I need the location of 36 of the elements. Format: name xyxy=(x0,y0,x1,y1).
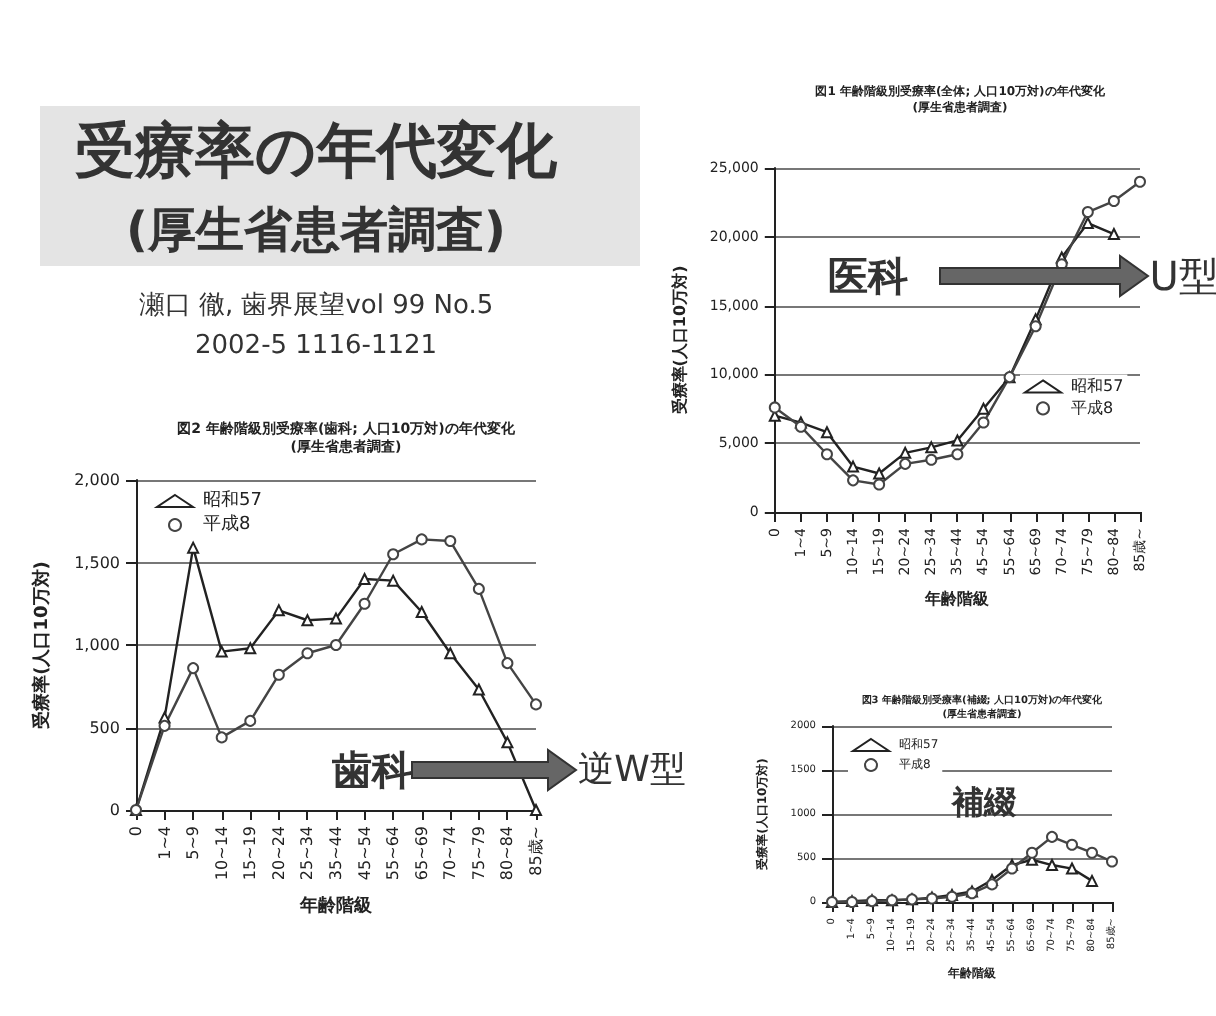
text: (厚生省患者調査) xyxy=(126,202,506,258)
legend-label: 平成8 xyxy=(203,513,251,535)
legend-label: 昭和57 xyxy=(203,489,262,511)
y-tick-label: 500 xyxy=(89,718,120,737)
x-tick-label: 15~19 xyxy=(241,826,260,881)
x-tick-label: 5~9 xyxy=(184,826,203,860)
x-tick-label: 25~34 xyxy=(298,826,317,881)
text: 受療率の年代変化 xyxy=(75,117,559,187)
text: 逆W型 xyxy=(578,749,686,791)
x-axis-title: 年齢階級 xyxy=(923,590,992,609)
y-axis-title: 受療率(人口10万対) xyxy=(31,561,54,731)
annotation: 医科 xyxy=(828,252,908,300)
annotation: 補綴 xyxy=(950,783,1018,821)
y-tick-label: 1,500 xyxy=(74,553,120,572)
x-tick-label: 80~84 xyxy=(498,826,517,881)
x-tick-label: 85歳~ xyxy=(527,826,545,876)
legend-label: 昭和57 xyxy=(1071,377,1124,396)
x-tick-label: 35~44 xyxy=(327,826,345,881)
legend-label: 平成8 xyxy=(1071,399,1114,418)
x-axis-title: 年齢階級 xyxy=(298,895,374,917)
x-tick-label: 75~79 xyxy=(469,826,488,881)
text: 瀬口 徹, 歯界展望vol 99 No.5 xyxy=(138,291,494,321)
x-tick-label: 55~64 xyxy=(384,826,403,881)
annotation: 歯科 xyxy=(330,746,412,794)
y-tick-label: 1,000 xyxy=(74,636,120,654)
y-axis-title: 受療率(人口10万対) xyxy=(669,265,689,417)
x-tick-label: 45~54 xyxy=(355,826,374,881)
y-tick-label: 2,000 xyxy=(74,471,120,489)
y-tick-label: 0 xyxy=(109,801,120,819)
x-tick-label: 1~4 xyxy=(155,826,174,860)
x-tick-label: 70~74 xyxy=(441,826,460,881)
x-tick-label: 0 xyxy=(127,826,145,837)
text: 2002-5 1116-1121 xyxy=(194,331,438,361)
x-tick-label: 10~14 xyxy=(212,826,231,881)
x-tick-label: 65~69 xyxy=(412,826,431,881)
x-tick-label: 20~24 xyxy=(269,826,288,881)
